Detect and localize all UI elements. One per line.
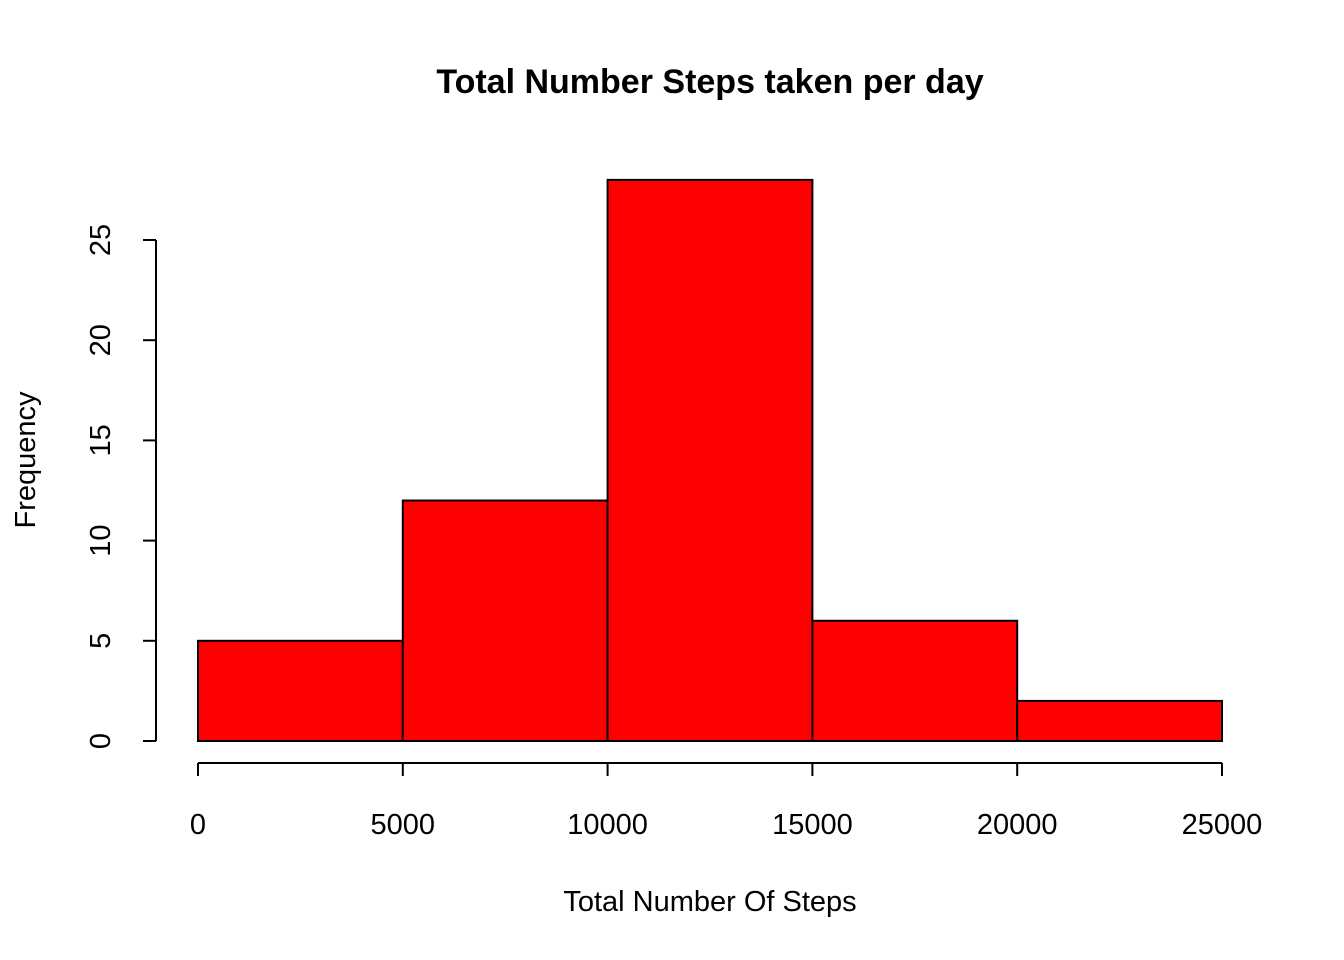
- histogram-bar-1: [401, 499, 609, 742]
- y-axis-label: Frequency: [10, 391, 42, 529]
- histogram-bar-4: [1016, 699, 1224, 742]
- x-tick-label: 10000: [567, 809, 648, 841]
- y-tick-label: 5: [85, 633, 117, 649]
- x-tick-label: 5000: [371, 809, 436, 841]
- y-tick-label: 25: [85, 224, 117, 256]
- histogram-bar-2: [606, 178, 814, 742]
- y-tick-label: 0: [85, 733, 117, 749]
- x-axis-label: Total Number Of Steps: [563, 886, 856, 918]
- y-tick-label: 10: [85, 524, 117, 556]
- x-tick-label: 0: [190, 809, 206, 841]
- x-axis: 0 5000 10000 15000 20000 25000: [190, 762, 1263, 841]
- histogram-bar-3: [811, 619, 1019, 743]
- y-tick-label: 20: [85, 324, 117, 356]
- x-tick-label: 15000: [772, 809, 853, 841]
- y-axis: 0 5 10 15 20 25: [85, 224, 157, 749]
- x-tick-label: 25000: [1182, 809, 1263, 841]
- x-tick-label: 20000: [977, 809, 1058, 841]
- bars-group: [197, 178, 1224, 743]
- histogram-bar-0: [197, 639, 404, 742]
- y-tick-label: 15: [85, 424, 117, 456]
- chart-title: Total Number Steps taken per day: [436, 63, 983, 101]
